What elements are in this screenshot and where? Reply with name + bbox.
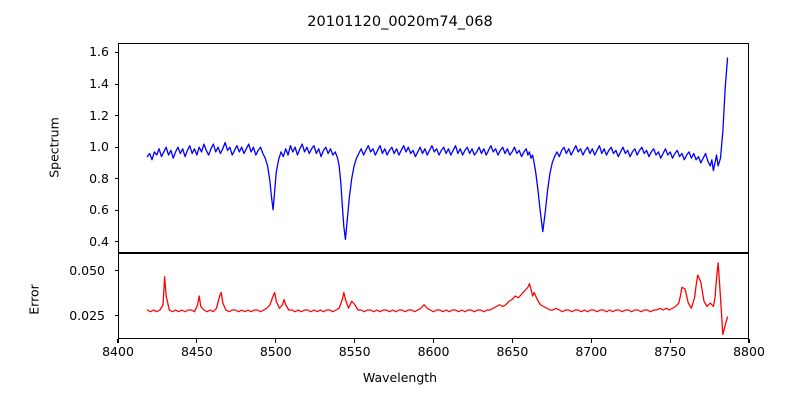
error-panel <box>118 253 749 339</box>
x-tick-mark <box>511 339 513 343</box>
spectrum-panel <box>118 43 749 253</box>
x-tick-label: 8550 <box>338 344 371 359</box>
y-tick-mark <box>114 270 118 272</box>
x-tick-label: 8650 <box>496 344 529 359</box>
y-tick-label: 1.4 <box>89 76 109 92</box>
x-axis-label: Wavelength <box>362 370 438 385</box>
x-tick-mark <box>117 339 119 343</box>
y-tick-mark <box>114 315 118 317</box>
x-tick-mark <box>748 339 750 343</box>
y-tick-label: 0.8 <box>89 170 109 186</box>
y-tick-mark <box>114 51 118 54</box>
spectrum-data-line <box>146 57 729 241</box>
figure-title: 20101120_0020m74_068 <box>307 14 493 30</box>
y-tick-label: 1.0 <box>89 139 109 155</box>
y-tick-mark <box>114 241 118 243</box>
x-tick-mark <box>196 339 198 343</box>
spectrum-plot-area <box>146 57 729 241</box>
y-tick-mark <box>114 115 118 117</box>
bottom-panel-y-axis-label: Error <box>26 284 42 315</box>
x-tick-mark <box>354 339 356 343</box>
y-tick-label: 1.2 <box>89 107 109 123</box>
x-tick-label: 8700 <box>575 344 608 359</box>
x-tick-mark <box>275 339 277 343</box>
y-tick-label: 0.6 <box>89 202 109 218</box>
y-tick-mark <box>114 209 118 211</box>
y-tick-label: 1.6 <box>89 44 109 60</box>
x-tick-mark <box>669 339 671 343</box>
x-tick-label: 8800 <box>733 344 765 359</box>
x-tick-mark <box>432 339 435 343</box>
x-tick-label: 8450 <box>180 344 213 359</box>
error-plot-area <box>146 262 729 336</box>
x-tick-mark <box>590 339 592 343</box>
error-data-line <box>146 262 729 336</box>
y-tick-mark <box>114 146 118 148</box>
y-tick-label: 0.025 <box>69 307 105 323</box>
y-tick-label: 0.050 <box>69 262 105 278</box>
y-tick-mark <box>114 178 118 180</box>
x-tick-label: 8750 <box>654 344 687 359</box>
y-tick-mark <box>114 83 118 85</box>
y-tick-label: 0.4 <box>89 233 109 249</box>
x-tick-label: 8400 <box>102 344 134 359</box>
x-tick-label: 8500 <box>259 344 292 359</box>
x-tick-label: 8600 <box>417 344 450 359</box>
top-panel-y-axis-label: Spectrum <box>46 117 62 178</box>
